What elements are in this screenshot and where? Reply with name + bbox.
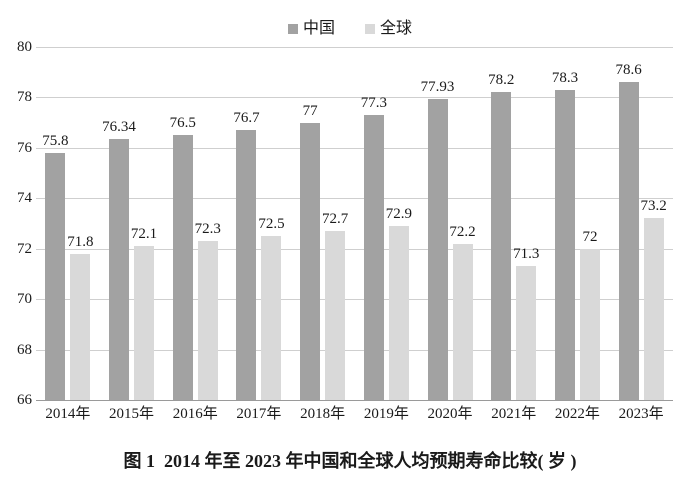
legend-item: 全球 [365, 21, 412, 37]
bar-china [236, 130, 257, 400]
bar-china [109, 139, 130, 400]
gridline [36, 47, 673, 48]
y-tick-label: 66 [17, 392, 32, 408]
bar-value-label: 71.3 [513, 246, 540, 263]
x-tick-label: 2015年 [109, 406, 155, 422]
gridline [36, 198, 673, 200]
bar-china [491, 92, 512, 400]
bar-global [388, 226, 409, 400]
bar-china [172, 135, 193, 400]
x-tick-label: 2019年 [363, 406, 409, 422]
bar-value-label: 72 [582, 228, 598, 245]
bar-value-label: 77.93 [420, 79, 455, 96]
gridline [36, 97, 673, 99]
bar-global [516, 266, 537, 400]
gridline [36, 349, 673, 351]
bar-value-label: 78.2 [488, 72, 515, 89]
gridline [36, 147, 673, 149]
bar-value-label: 72.5 [258, 216, 285, 233]
bar-value-label: 77.3 [360, 95, 387, 112]
bar-value-label: 73.2 [640, 198, 667, 215]
plot-area: 75.8 71.8 76.34 72.1 76.5 72.3 76.7 72.5 77 72.7 7… [36, 47, 673, 401]
bar-value-label: 72.1 [130, 226, 158, 243]
y-tick-label: 68 [17, 341, 32, 358]
y-tick-label: 74 [17, 190, 32, 207]
x-tick-label: 2014年 [45, 406, 91, 422]
bar-china [427, 99, 448, 400]
x-tick-label: 2022年 [554, 406, 600, 422]
bar-global [643, 218, 664, 400]
x-tick-label: 2016年 [172, 406, 218, 422]
bar-value-label: 76.7 [233, 110, 260, 127]
bar-value-label: 77 [302, 102, 318, 119]
x-tick-label: 2020年 [427, 406, 473, 422]
bar-value-label: 76.5 [169, 115, 196, 132]
bar-global [579, 248, 600, 400]
bar-global [452, 243, 473, 400]
bar-value-label: 72.9 [385, 206, 412, 223]
y-tick-label: 76 [17, 139, 32, 156]
gridline [36, 299, 673, 301]
x-tick-label: 2023年 [618, 406, 664, 422]
bar-value-label: 78.6 [615, 62, 642, 79]
bar-value-label: 76.34 [102, 119, 136, 136]
bar-china [363, 115, 384, 400]
bar-china [554, 89, 575, 400]
y-tick-label: 72 [17, 240, 32, 257]
legend-label: 全球 [380, 20, 413, 37]
bar-china [45, 152, 66, 400]
legend-label: 中国 [302, 20, 335, 37]
legend-swatch-icon [365, 24, 375, 34]
bar-global [197, 241, 218, 400]
x-tick-label: 2021年 [491, 406, 537, 422]
bar-china [618, 82, 639, 400]
bar-value-label: 71.8 [67, 233, 94, 250]
legend-swatch-icon [287, 24, 298, 34]
x-tick-label: 2017年 [236, 406, 282, 422]
legend-item: 中国 [287, 20, 335, 37]
bar-global [134, 246, 155, 400]
x-tick-label: 2018年 [300, 406, 346, 422]
bar-global [261, 236, 282, 400]
bar-value-label: 72.7 [322, 211, 349, 228]
bar-value-label: 75.8 [42, 132, 69, 149]
bar-value-label: 72.2 [449, 223, 476, 240]
bar-value-label: 72.3 [194, 221, 221, 238]
gridline [36, 248, 673, 250]
bar-global [70, 253, 91, 400]
y-tick-label: 78 [17, 89, 32, 106]
bar-global [325, 231, 346, 400]
caption: 图 1 2014 年至 2023 年中国和全球人均预期寿命比较( 岁 ) [123, 451, 577, 471]
y-tick-label: 70 [17, 291, 32, 308]
legend: 中国 全球 [0, 21, 700, 37]
y-tick-label: 80 [17, 39, 32, 55]
bar-china [300, 122, 321, 400]
bar-value-label: 78.3 [551, 69, 579, 86]
